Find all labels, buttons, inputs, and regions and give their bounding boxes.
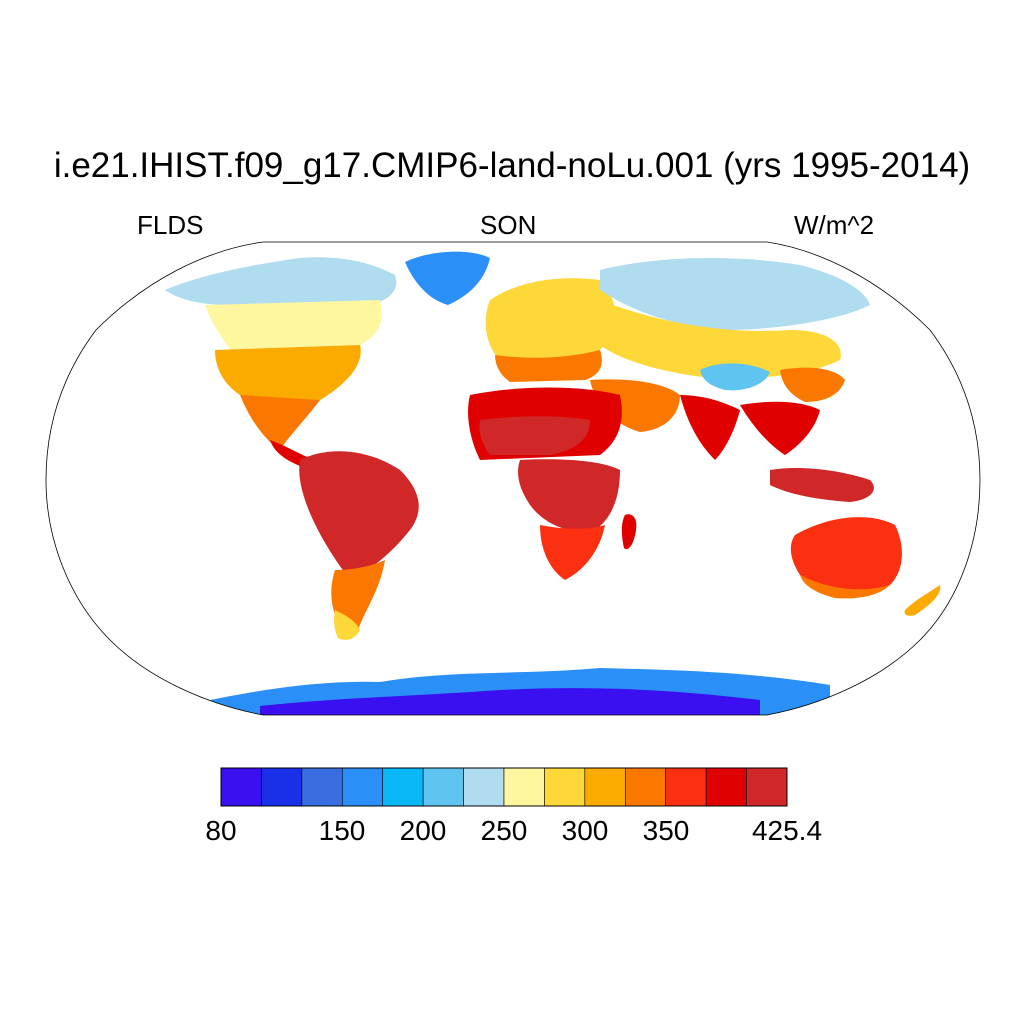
new-zealand	[904, 585, 941, 616]
colorbar-cell	[220, 767, 262, 807]
north-america-south	[240, 395, 320, 450]
madagascar	[621, 514, 637, 550]
variable-label: FLDS	[137, 210, 204, 240]
colorbar-frame	[220, 767, 788, 807]
colorbar-label: 250	[480, 815, 528, 846]
europe-south	[495, 350, 602, 382]
colorbar-cell	[382, 767, 424, 807]
colorbar-cell	[261, 767, 303, 807]
colorbar-cell	[503, 767, 545, 807]
tibet-region	[700, 363, 770, 391]
south-america-tropics	[299, 451, 419, 580]
central-asia	[600, 300, 841, 379]
map-boundary	[45, 241, 981, 716]
colorbar-label: 300	[561, 815, 609, 846]
central-africa	[518, 459, 620, 532]
north-america-us	[215, 345, 361, 404]
siberia-region	[600, 258, 870, 330]
colorbar-cell	[665, 767, 707, 807]
colorbar-cell	[301, 767, 343, 807]
colorbar-cell	[705, 767, 747, 807]
southeast-asia	[740, 401, 820, 455]
colorbar-cell	[584, 767, 626, 807]
map-title: i.e21.IHIST.f09_g17.CMIP6-land-noLu.001 …	[53, 146, 971, 185]
greenland-region	[405, 251, 490, 305]
sahara-region	[479, 416, 590, 455]
colorbar-cell	[463, 767, 505, 807]
east-asia	[780, 367, 845, 402]
colorbar-cell	[341, 767, 384, 807]
south-america-south	[331, 560, 385, 632]
india-region	[680, 395, 740, 460]
antarctica-interior	[260, 688, 760, 715]
colorbar-label: 80	[205, 815, 237, 846]
colorbar-label: 425.4	[751, 815, 823, 846]
north-america-north	[205, 300, 382, 350]
indonesia-region	[770, 468, 874, 502]
north-america-arctic	[165, 257, 397, 305]
southern-africa	[540, 525, 605, 580]
europe-region	[485, 278, 615, 362]
australia-south	[800, 575, 890, 599]
colorbar-label: 350	[642, 815, 690, 846]
australia-region	[790, 517, 902, 591]
patagonia	[334, 610, 360, 640]
colorbar-cell	[422, 767, 464, 807]
colorbar-label: 150	[318, 815, 366, 846]
colorbar-cell	[746, 767, 788, 807]
colorbar-label: 200	[399, 815, 447, 846]
season-label: SON	[480, 210, 537, 240]
colorbar-cell	[624, 767, 667, 807]
colorbar-cell	[544, 767, 586, 807]
middle-east	[590, 379, 680, 432]
units-label: W/m^2	[794, 210, 875, 240]
